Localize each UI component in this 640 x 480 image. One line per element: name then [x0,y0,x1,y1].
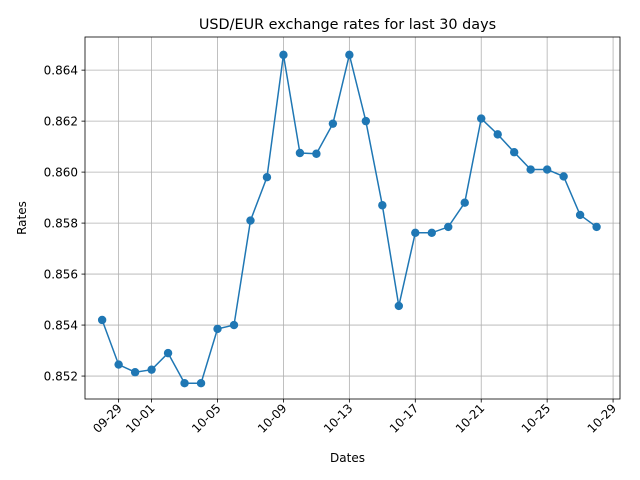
x-tick-label: 10-21 [453,401,488,436]
data-point [559,172,568,181]
data-point [575,210,585,220]
plot-frame [84,36,621,400]
x-tick-label: 10-05 [189,401,224,436]
y-tick-label: 0.856 [44,267,78,281]
data-point [345,50,354,60]
data-point [147,365,156,374]
data-point [526,165,535,174]
y-tick-label: 0.852 [44,369,78,383]
data-points [97,50,601,388]
data-point [592,222,601,232]
y-tick-label: 0.860 [44,165,78,179]
x-tick-label: 10-13 [321,401,356,436]
y-tick-label: 0.864 [44,63,78,77]
data-point [196,378,206,388]
data-point [378,201,387,210]
data-point [262,173,272,182]
x-tick-label: 10-01 [123,401,158,436]
data-point [246,216,255,225]
plot-area [85,37,620,399]
data-point [509,148,519,157]
data-point [312,149,321,158]
data-point [97,315,107,325]
x-tick-label: 10-09 [255,401,290,436]
data-point [163,348,173,358]
data-point [328,119,338,128]
data-point [411,228,420,237]
chart-title: USD/EUR exchange rates for last 30 days [199,17,496,33]
data-point [361,116,371,126]
x-tick-label: 10-17 [387,401,422,436]
data-point [229,320,239,330]
y-axis-label: Rates [15,201,29,235]
data-point [493,130,502,139]
data-point [427,228,436,237]
data-point [394,301,404,311]
data-point [114,360,123,369]
data-point [444,222,453,232]
x-tick-label: 09-29 [90,401,125,436]
data-point [460,198,469,207]
data-point [213,324,222,334]
data-point [295,148,305,158]
data-point [180,378,189,388]
data-point [542,165,552,174]
x-axis-label: Dates [330,451,365,465]
y-tick-label: 0.858 [44,216,78,230]
x-tick-label: 10-29 [585,401,620,436]
x-tick-label: 10-25 [519,401,554,436]
y-tick-label: 0.862 [44,114,78,128]
y-tick-label: 0.854 [44,318,78,332]
data-point [477,114,486,123]
y-axis-ticks: 0.852 0.854 0.856 0.858 0.860 0.862 0.864 [44,63,85,383]
data-point [130,368,140,377]
data-point [279,50,288,60]
